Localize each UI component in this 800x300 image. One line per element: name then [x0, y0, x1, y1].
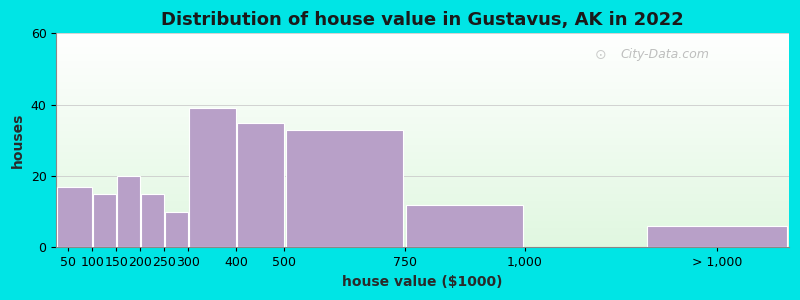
Bar [165, 212, 188, 247]
Bar [189, 108, 236, 247]
Text: ⊙: ⊙ [594, 48, 606, 62]
Bar [286, 130, 402, 247]
Bar [117, 176, 140, 247]
Bar [93, 194, 116, 247]
Text: City-Data.com: City-Data.com [620, 48, 710, 62]
Bar [57, 187, 92, 247]
Bar [141, 194, 164, 247]
Bar [237, 123, 284, 247]
Bar [647, 226, 786, 247]
Y-axis label: houses: houses [11, 113, 25, 168]
Bar [406, 205, 523, 247]
Title: Distribution of house value in Gustavus, AK in 2022: Distribution of house value in Gustavus,… [162, 11, 684, 29]
X-axis label: house value ($1000): house value ($1000) [342, 275, 503, 289]
